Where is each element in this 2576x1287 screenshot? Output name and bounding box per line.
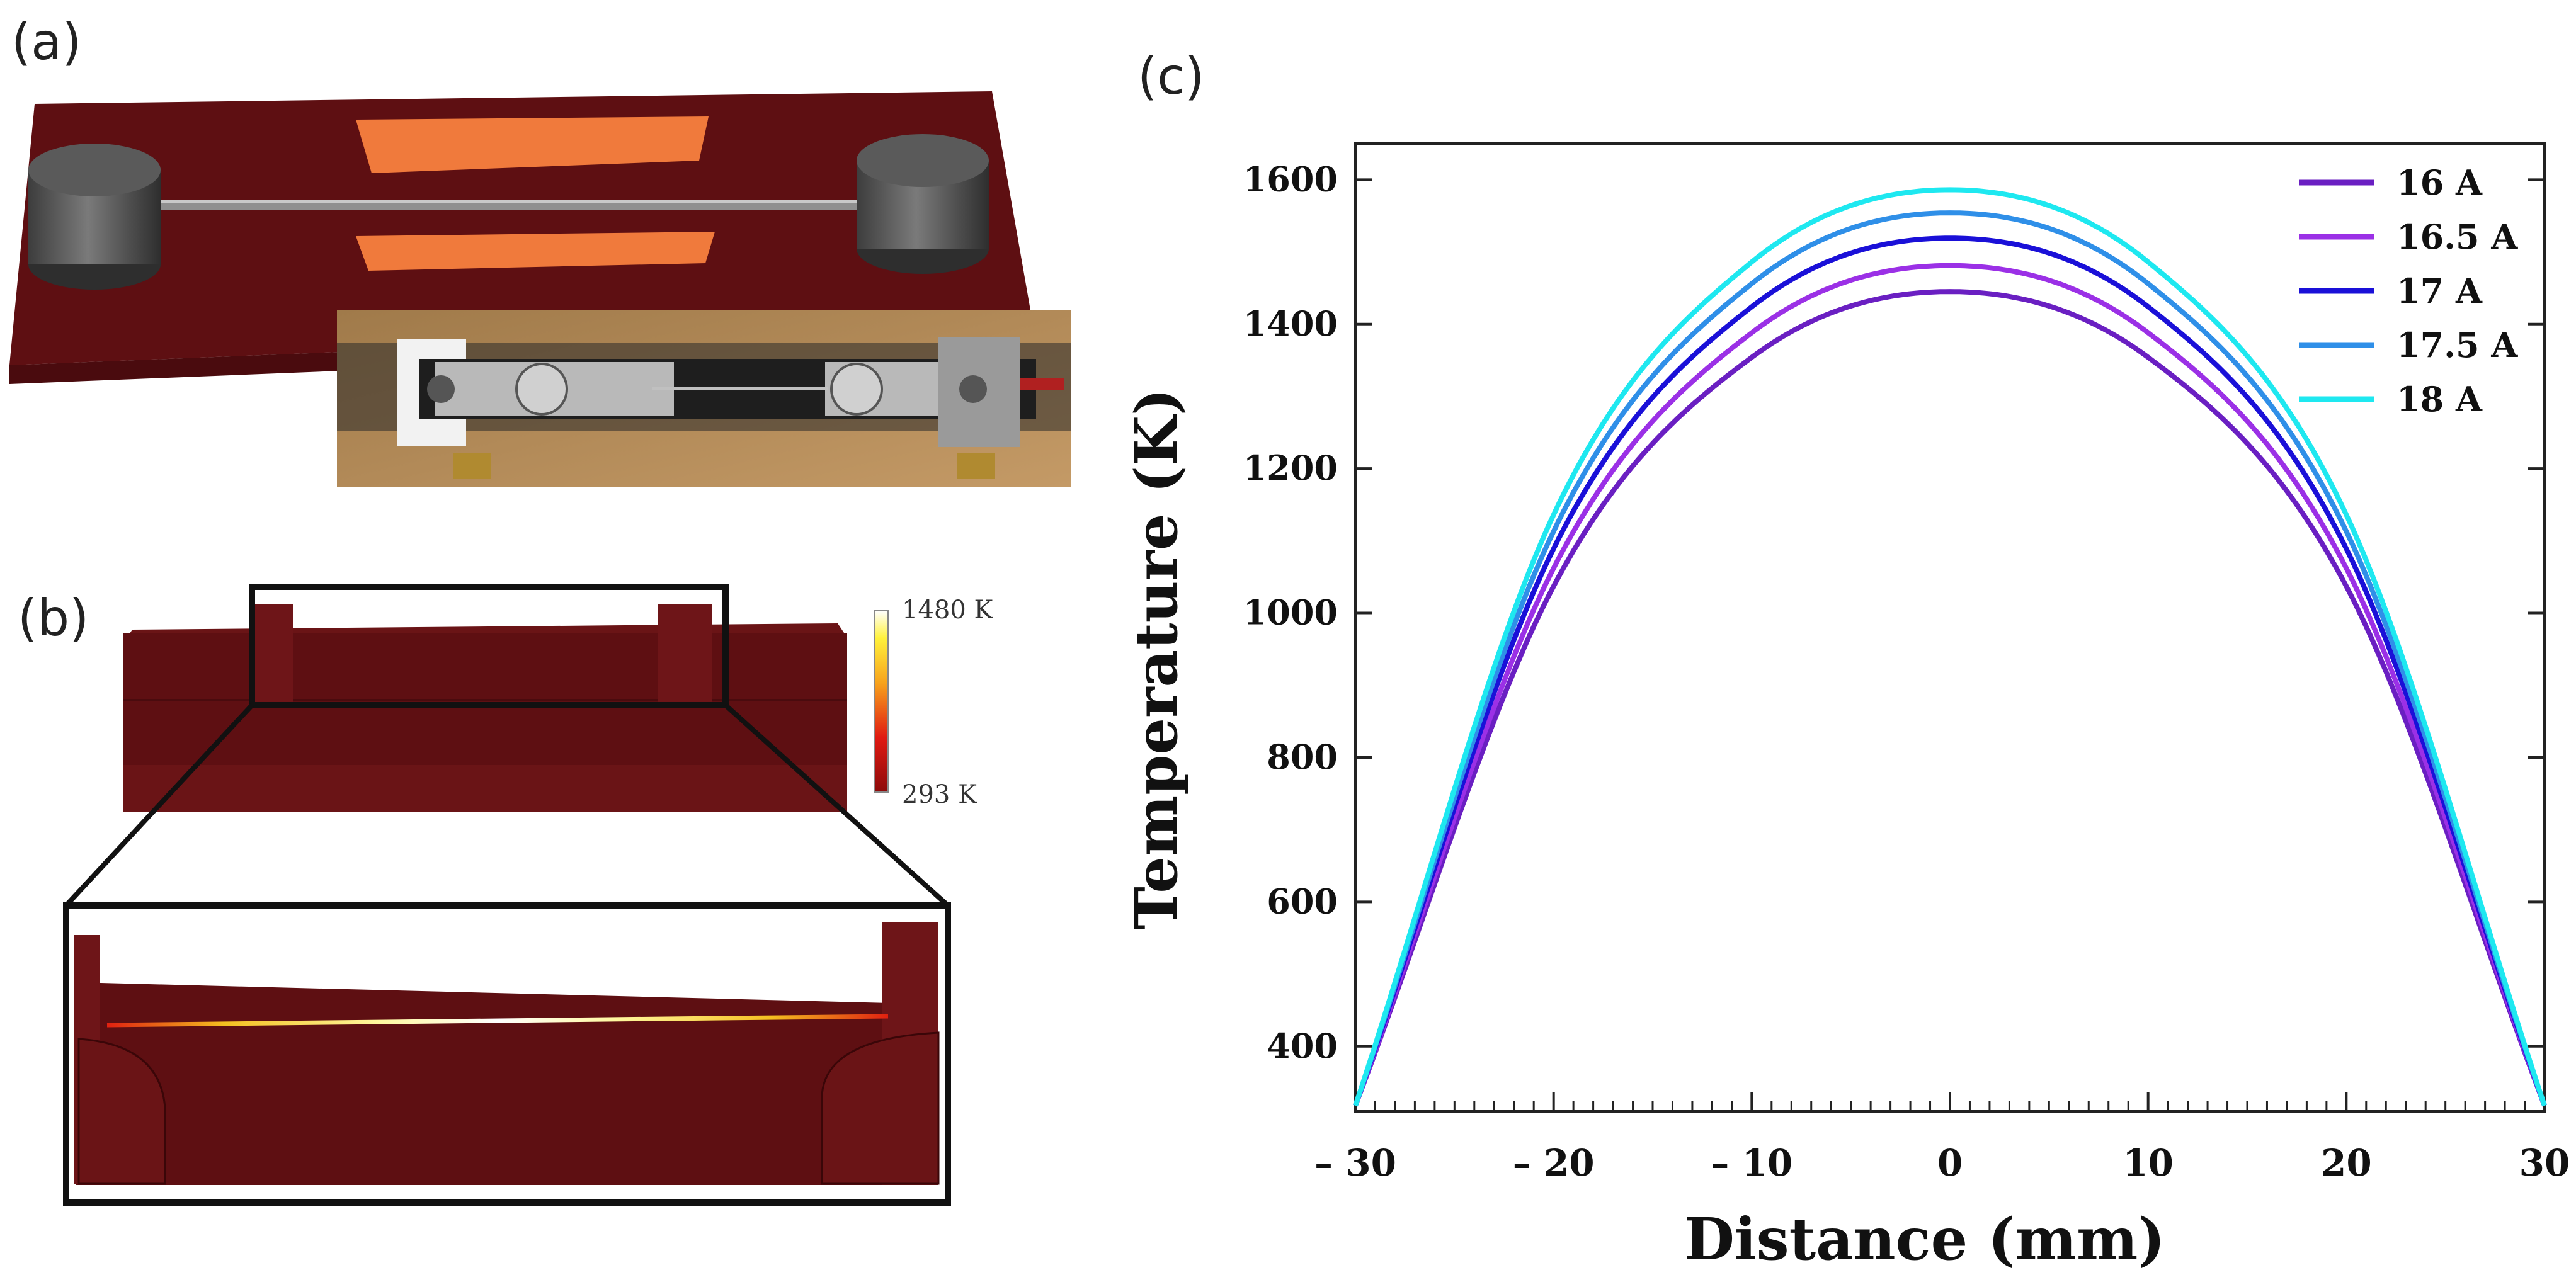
legend-label: 16.5 A	[2396, 217, 2518, 257]
y-tick-label: 1400	[1243, 303, 1338, 344]
y-tick-label: 1000	[1243, 592, 1338, 633]
series-line-5	[1353, 187, 2547, 1107]
y-tick-label: 1200	[1243, 448, 1338, 488]
substrate-plate	[9, 91, 1033, 365]
x-tick-label: 0	[1937, 1142, 1963, 1184]
x-tick-label: 10	[2123, 1142, 2174, 1184]
electrode-bottom	[356, 232, 715, 271]
panel-b-simulation: 1480 K 293 K	[63, 584, 994, 1206]
series-line-1	[1353, 289, 2547, 1107]
zoom-substrate	[76, 982, 938, 1190]
left-figure-panels: 1480 K 293 K	[9, 91, 1071, 1206]
x-tick-label: 20	[2321, 1142, 2372, 1184]
legend-label: 17 A	[2396, 271, 2483, 311]
y-tick-label: 600	[1267, 881, 1338, 921]
panel-c-label: (c)	[1137, 47, 1205, 106]
series-line-4	[1353, 210, 2547, 1107]
legend-label: 17.5 A	[2396, 325, 2518, 365]
x-axis-title: Distance (mm)	[1684, 1205, 2165, 1273]
legend-label: 18 A	[2396, 379, 2483, 419]
photo-inset-device	[337, 310, 1071, 487]
zoom-box	[249, 584, 729, 708]
electrode-top	[356, 116, 709, 173]
y-tick-label: 800	[1267, 737, 1338, 777]
right-clamp-cylinder	[857, 134, 989, 274]
panel-a-label: (a)	[11, 13, 82, 71]
x-tick-label: – 10	[1711, 1142, 1792, 1184]
colorbar-min-label: 293 K	[902, 780, 977, 809]
x-tick-label: 30	[2519, 1142, 2570, 1184]
panel-b-label: (b)	[18, 589, 89, 647]
colorbar-max-label: 1480 K	[902, 596, 994, 625]
y-axis-title: Temperature (K)	[1122, 388, 1190, 929]
x-tick-label: – 20	[1513, 1142, 1595, 1184]
x-tick-label: – 30	[1314, 1142, 1396, 1184]
left-clamp-cylinder	[28, 144, 161, 290]
colorbar	[874, 610, 889, 793]
y-tick-label: 400	[1267, 1026, 1338, 1066]
legend-label: 16 A	[2396, 162, 2483, 203]
y-tick-label: 1600	[1243, 159, 1338, 199]
series-line-3	[1353, 235, 2547, 1107]
series-line-2	[1353, 263, 2547, 1107]
